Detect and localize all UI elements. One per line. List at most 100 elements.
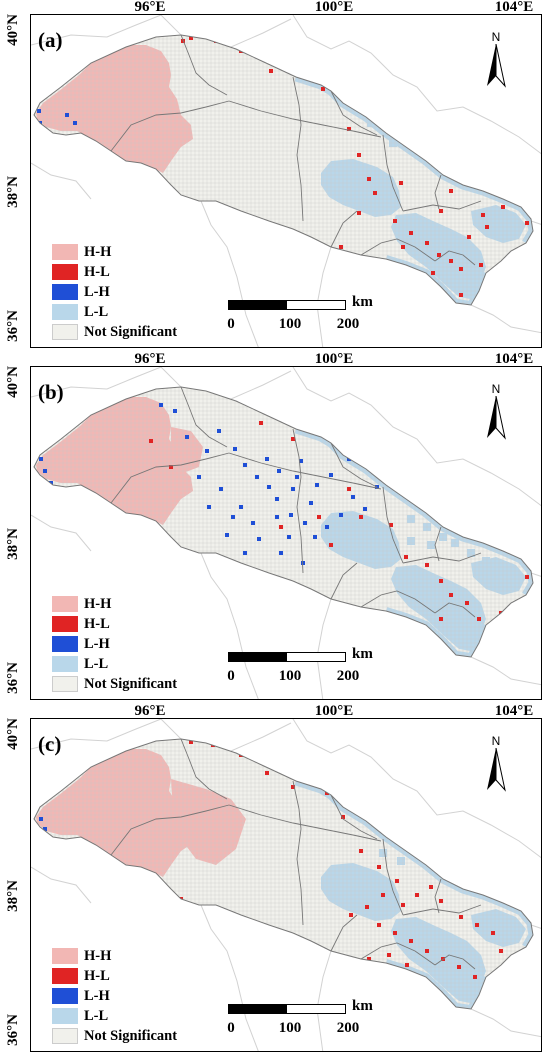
hl-cell — [401, 245, 405, 249]
internal-boundaries — [110, 387, 482, 618]
legend-swatch — [52, 988, 78, 1004]
hl-cell — [309, 253, 313, 257]
lh-cell — [43, 827, 47, 831]
county-boundary — [402, 904, 482, 916]
lh-cell — [295, 475, 299, 479]
lh-cell — [89, 183, 93, 187]
hl-cell — [359, 849, 363, 853]
longitude-label: 100°E — [314, 0, 354, 15]
longitude-label: 104°E — [494, 0, 534, 15]
lh-cell — [147, 925, 151, 929]
lh-cell — [275, 515, 279, 519]
legend-item: Not Significant — [52, 674, 177, 694]
legend-label: H-L — [84, 263, 110, 280]
scale-tick-label: 100 — [278, 1020, 302, 1036]
lh-cell — [299, 459, 303, 463]
legend-item: L-L — [52, 654, 177, 674]
hl-cell — [457, 965, 461, 969]
hl-cell — [329, 961, 333, 965]
longitude-label: 100°E — [314, 351, 354, 367]
north-arrow-glyph — [487, 748, 506, 792]
hl-cell — [219, 215, 223, 219]
north-arrow-glyph — [487, 396, 506, 440]
hl-cell — [265, 771, 269, 775]
lh-cell — [173, 589, 177, 593]
lh-cell — [257, 537, 261, 541]
legend-item: H-L — [52, 614, 177, 634]
hl-cell — [269, 69, 273, 73]
hl-cell — [269, 585, 273, 589]
county-boundary — [434, 954, 476, 970]
hl-cell — [357, 211, 361, 215]
hl-cell — [395, 879, 399, 883]
internal-boundaries — [110, 35, 482, 266]
lh-cell — [65, 163, 69, 167]
panel-label: (c) — [38, 732, 62, 756]
lh-cell — [265, 457, 269, 461]
hl-cell — [289, 943, 293, 947]
hl-cell — [211, 201, 215, 205]
hl-cell — [525, 575, 529, 579]
outer-boundary-line — [530, 220, 541, 225]
north-arrow-glyph — [487, 44, 506, 88]
legend-label: L-H — [84, 987, 110, 1004]
hl-cell — [475, 923, 479, 927]
ll-cell — [427, 131, 435, 139]
lh-cell — [243, 551, 247, 555]
hl-cell — [473, 975, 477, 979]
hl-cell — [393, 931, 397, 935]
hl-cell — [349, 913, 353, 917]
hl-cell — [439, 899, 443, 903]
ll-cell — [387, 831, 395, 839]
county-boundary — [180, 387, 228, 448]
lh-cell — [111, 549, 115, 553]
hl-cell — [489, 627, 493, 631]
hl-cell — [279, 525, 283, 529]
county-boundary — [382, 838, 404, 916]
hl-cell — [329, 605, 333, 609]
hl-cell — [359, 515, 363, 519]
legend-swatch — [52, 244, 78, 260]
legend-swatch — [52, 636, 78, 652]
legend-label: H-H — [84, 595, 112, 612]
legend-item: Not Significant — [52, 322, 177, 342]
lh-cell — [79, 865, 83, 869]
hl-cell — [499, 283, 503, 287]
lh-cell — [173, 409, 177, 413]
hl-cell — [459, 267, 463, 271]
map-frame — [30, 14, 542, 348]
ll-cell — [489, 883, 497, 891]
county-boundary — [330, 442, 378, 488]
county-boundary — [110, 100, 230, 152]
hl-cell — [404, 555, 408, 559]
hl-cell — [415, 893, 419, 897]
outer-boundary-line — [316, 950, 332, 1051]
lh-cell — [277, 469, 281, 473]
county-boundary — [292, 780, 304, 926]
hl-cell — [409, 939, 413, 943]
legend-swatch — [52, 948, 78, 964]
scale-tick-label: 0 — [227, 1020, 235, 1036]
longitude-label: 104°E — [494, 351, 534, 367]
outer-boundary-line — [292, 15, 541, 155]
latitude-label: 36°N — [5, 1014, 21, 1046]
lh-cell — [133, 569, 137, 573]
legend-swatch — [52, 968, 78, 984]
longitude-label: 96°E — [134, 0, 166, 15]
hl-cell — [525, 221, 529, 225]
hl-cell — [425, 563, 429, 567]
lh-cell — [205, 263, 209, 267]
latitude-label: 36°N — [5, 662, 21, 694]
hl-cell — [377, 865, 381, 869]
outer-boundary-line — [31, 719, 162, 750]
ll-cell — [379, 111, 387, 119]
county-boundary — [228, 452, 382, 490]
scale-tick-label: 0 — [227, 316, 235, 332]
county-boundary — [180, 739, 228, 800]
lh-cell — [301, 561, 305, 565]
county-boundary — [402, 200, 482, 212]
lh-cell — [39, 457, 43, 461]
lh-cell — [161, 933, 165, 937]
lh-cell — [243, 463, 247, 467]
